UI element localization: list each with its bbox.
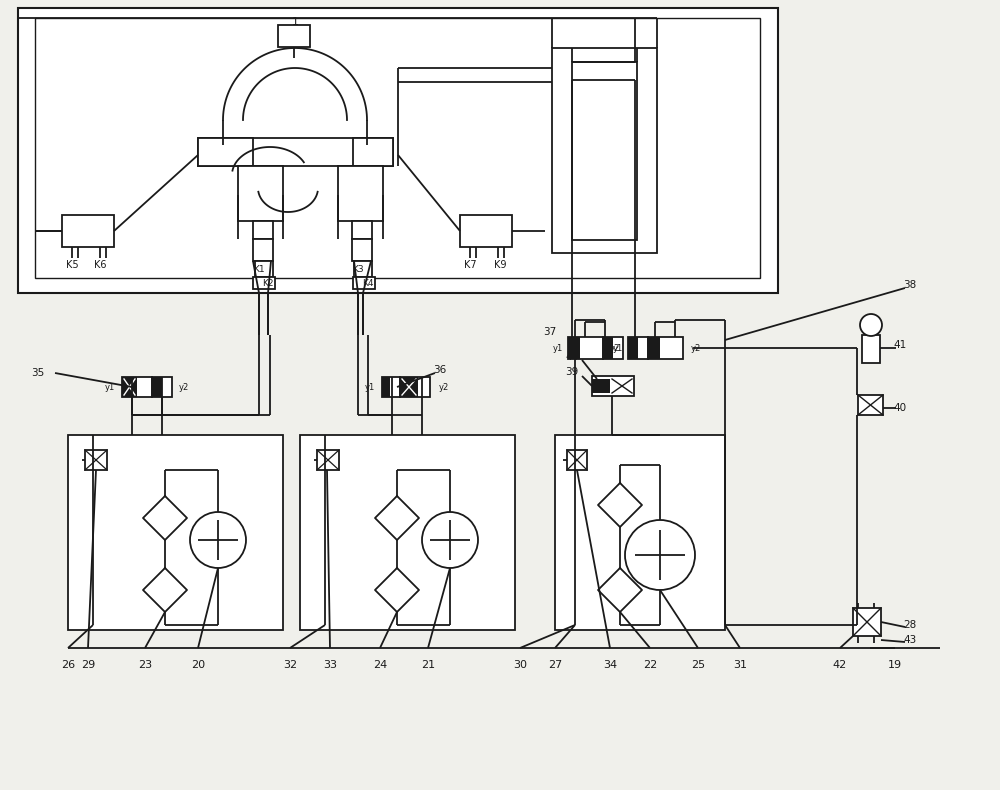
Bar	[198, 138, 253, 166]
Bar	[592, 376, 634, 396]
Text: 33: 33	[323, 660, 337, 670]
Text: 41: 41	[893, 340, 907, 350]
Text: K4: K4	[362, 279, 374, 288]
Text: K6: K6	[94, 260, 106, 270]
Text: y2: y2	[439, 382, 449, 392]
Bar	[352, 239, 372, 261]
Text: 35: 35	[31, 368, 45, 378]
Bar	[592, 379, 610, 393]
Text: 29: 29	[81, 660, 95, 670]
Text: K3: K3	[352, 265, 364, 273]
Bar	[648, 337, 660, 359]
Text: K7: K7	[464, 260, 476, 270]
Text: 34: 34	[603, 660, 617, 670]
Text: 30: 30	[513, 660, 527, 670]
Bar	[628, 337, 648, 359]
Text: y1: y1	[365, 382, 375, 392]
Text: 40: 40	[893, 403, 907, 413]
Bar	[300, 435, 515, 630]
Bar	[400, 377, 430, 397]
Text: 36: 36	[433, 365, 447, 375]
Text: 43: 43	[903, 635, 917, 645]
Text: 31: 31	[733, 660, 747, 670]
Bar	[382, 377, 390, 397]
Bar	[278, 25, 310, 47]
Text: K2: K2	[262, 279, 274, 288]
Text: 24: 24	[373, 660, 387, 670]
Text: 22: 22	[643, 660, 657, 670]
Text: K5: K5	[66, 260, 78, 270]
Text: 42: 42	[833, 660, 847, 670]
Bar	[85, 450, 107, 470]
Text: 39: 39	[565, 367, 579, 377]
Bar	[35, 18, 760, 278]
Bar	[253, 277, 275, 289]
Bar	[853, 608, 881, 636]
Bar	[567, 450, 587, 470]
Bar	[353, 277, 375, 289]
Text: 23: 23	[138, 660, 152, 670]
Bar	[253, 239, 273, 261]
Circle shape	[190, 512, 246, 568]
Text: 37: 37	[543, 327, 557, 337]
Bar	[122, 377, 137, 397]
Text: 1: 1	[292, 17, 299, 27]
Text: K1: K1	[253, 265, 265, 273]
Text: y2: y2	[691, 344, 701, 352]
Bar	[568, 337, 580, 359]
Bar	[122, 377, 152, 397]
Circle shape	[860, 314, 882, 336]
Text: K9: K9	[494, 260, 506, 270]
Circle shape	[625, 520, 695, 590]
Bar	[68, 435, 283, 630]
Bar	[338, 166, 383, 221]
Bar	[198, 138, 393, 166]
Bar	[603, 337, 613, 359]
Text: y1: y1	[105, 382, 115, 392]
Text: 26: 26	[61, 660, 75, 670]
Bar	[18, 8, 778, 293]
Bar	[152, 377, 162, 397]
Text: 27: 27	[548, 660, 562, 670]
Text: 25: 25	[691, 660, 705, 670]
Bar	[317, 450, 339, 470]
Text: 32: 32	[283, 660, 297, 670]
Circle shape	[422, 512, 478, 568]
Bar	[572, 62, 637, 240]
Bar	[253, 221, 273, 239]
Bar	[152, 377, 172, 397]
Bar	[382, 377, 400, 397]
Text: 28: 28	[903, 620, 917, 630]
Text: y1: y1	[553, 344, 563, 352]
Text: y2: y2	[610, 344, 620, 352]
Bar	[354, 261, 372, 277]
Bar	[352, 221, 372, 239]
Bar	[555, 435, 725, 630]
Bar	[400, 377, 418, 397]
Bar	[353, 138, 393, 166]
Bar	[858, 395, 883, 415]
Bar	[568, 337, 603, 359]
Bar	[603, 337, 623, 359]
Text: y1: y1	[613, 344, 623, 352]
Bar	[648, 337, 683, 359]
Bar	[62, 215, 114, 247]
Bar	[628, 337, 638, 359]
Text: 19: 19	[888, 660, 902, 670]
Text: 44: 44	[565, 352, 579, 362]
Text: y2: y2	[179, 382, 189, 392]
Bar	[238, 166, 283, 221]
Bar	[460, 215, 512, 247]
Text: 20: 20	[191, 660, 205, 670]
Bar	[552, 48, 657, 253]
Text: 38: 38	[903, 280, 917, 290]
Bar	[862, 335, 880, 363]
Bar	[255, 261, 273, 277]
Text: 21: 21	[421, 660, 435, 670]
